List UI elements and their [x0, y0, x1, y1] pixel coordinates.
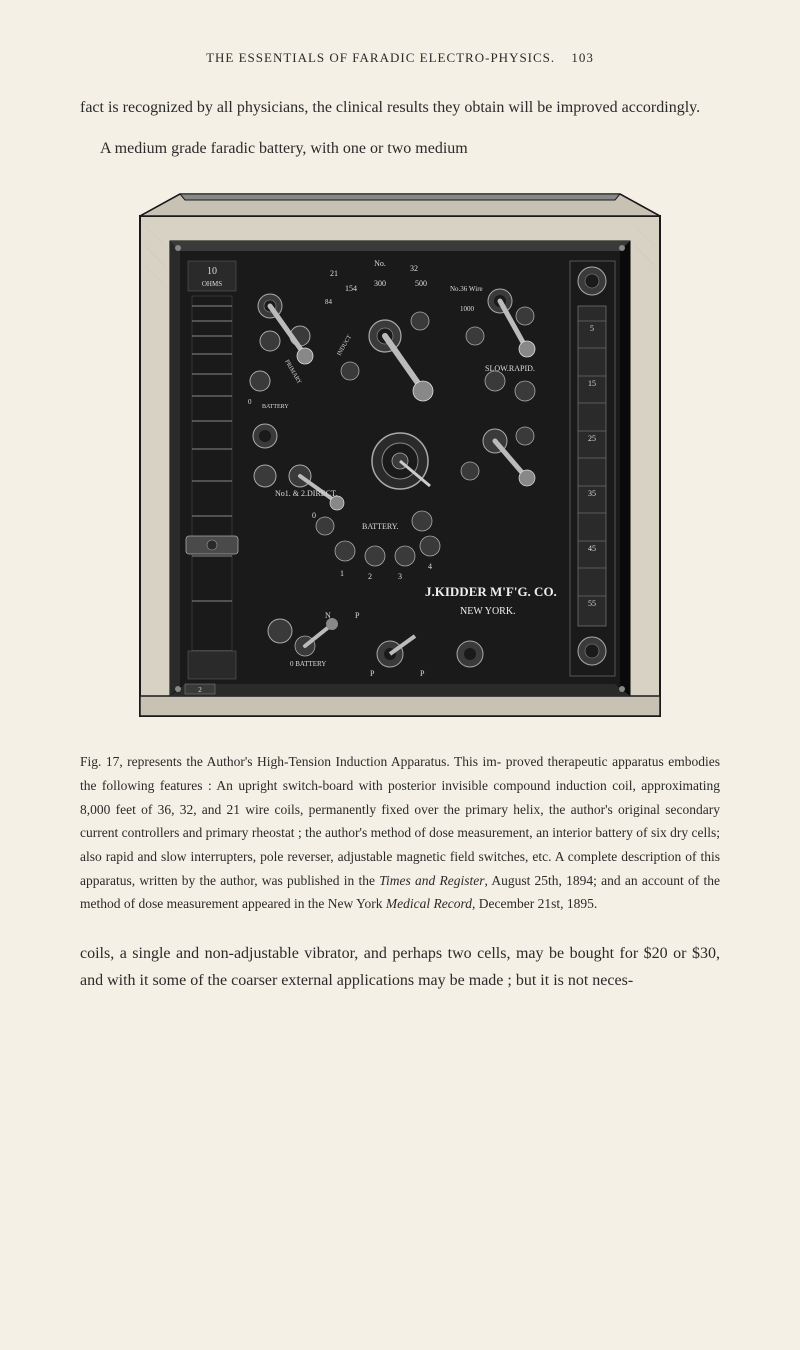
ohms-value-text: 10 [207, 266, 217, 277]
dial-1000: 1000 [460, 305, 475, 313]
paragraph-1: fact is recognized by all physicians, th… [80, 94, 720, 121]
battery-label: BATTERY. [362, 522, 399, 531]
seq-4: 4 [428, 562, 432, 571]
dial-154: 154 [345, 284, 357, 293]
gauge-45: 45 [588, 544, 596, 553]
seq-3: 3 [398, 572, 402, 581]
caption-italic-2: Medical Record [386, 896, 472, 911]
gauge-15: 15 [588, 379, 596, 388]
page-header: THE ESSENTIALS OF FARADIC ELECTRO-PHYSIC… [80, 50, 720, 66]
gauge-25: 25 [588, 434, 596, 443]
caption-tail: , December 21st, 1895. [472, 896, 597, 911]
battery-zero: 0 [312, 511, 316, 520]
header-title: THE ESSENTIALS OF FARADIC ELECTRO-PHYSIC… [206, 50, 555, 65]
p-label-3: P [420, 669, 425, 678]
drawer-2: 2 [198, 686, 202, 694]
figure-caption: Fig. 17, represents the Author's High-Te… [80, 750, 720, 915]
paragraph-2: A medium grade faradic battery, with one… [80, 135, 720, 162]
dial-500: 500 [415, 279, 427, 288]
scale-32: 32 [410, 264, 418, 273]
city-label: NEW YORK. [460, 606, 516, 617]
dial-84: 84 [325, 298, 333, 306]
paragraph-3: coils, a single and non-adjustable vibra… [80, 940, 720, 994]
caption-lead: Fig. 17, represents the Author's High-Te… [80, 754, 501, 769]
seq-2: 2 [368, 572, 372, 581]
gauge-35: 35 [588, 489, 596, 498]
caption-body: proved therapeutic apparatus embodies th… [80, 754, 720, 887]
figure-17: 10 OHMS 21 No. 32 154 300 500 [80, 186, 720, 726]
wire-36: No.36 Wire [450, 285, 483, 293]
dial-no: No. [374, 259, 386, 268]
zero-label: 0 [248, 398, 252, 406]
battery-text-1: BATTERY [262, 404, 289, 410]
manufacturer-label: J.KIDDER M'F'G. CO. [425, 584, 557, 599]
caption-italic-1: Times and Register [379, 873, 484, 888]
p-label-2: P [370, 669, 375, 678]
page-number: 103 [571, 50, 594, 65]
dial-300: 300 [374, 279, 386, 288]
gauge-5: 5 [590, 324, 594, 333]
direct-label: No1. & 2.DIRECT. [275, 489, 337, 498]
ohms-label-text: OHMS [202, 280, 222, 288]
scale-21: 21 [330, 269, 338, 278]
gauge-55: 55 [588, 599, 596, 608]
battery-bottom: 0 BATTERY [290, 660, 326, 668]
n-label: N [325, 611, 331, 620]
induction-apparatus-engraving: 10 OHMS 21 No. 32 154 300 500 [130, 186, 670, 726]
p-label-1: P [355, 611, 360, 620]
seq-1: 1 [340, 569, 344, 578]
slow-rapid-label: SLOW.RAPID. [485, 364, 535, 373]
